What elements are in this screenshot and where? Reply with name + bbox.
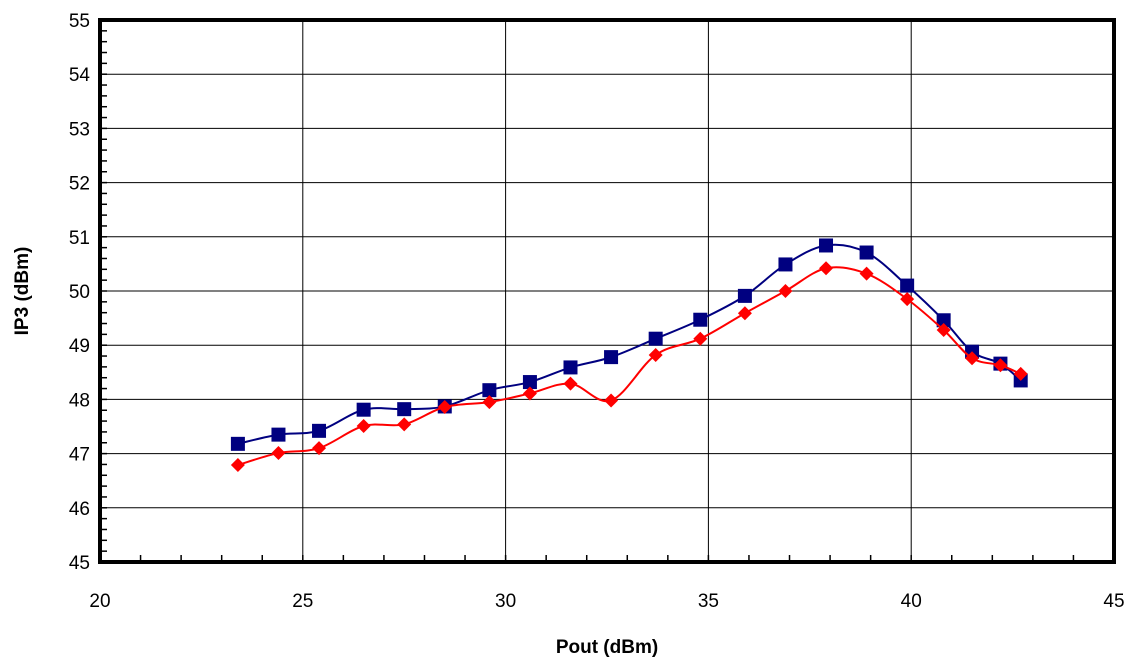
y-tick-label: 53 [69,119,90,140]
x-tick-labels: 20 25 30 35 40 45 [89,591,1124,612]
x-axis-title: Pout (dBm) [556,637,658,658]
data-point-square [604,350,619,365]
data-point-square [312,423,327,438]
data-point-diamond [482,395,497,410]
data-point-square [693,312,708,327]
data-point-square [397,402,412,417]
x-tick-label: 20 [89,591,110,612]
data-point-diamond [397,417,412,432]
y-tick-label: 55 [69,11,90,32]
data-point-diamond [522,386,537,401]
x-tick-label: 35 [698,591,719,612]
plot-frame [98,18,1116,564]
y-tick-label: 45 [69,553,90,574]
data-point-diamond [693,331,708,346]
data-point-square [936,313,951,328]
data-point-diamond [778,284,793,298]
data-point-diamond [563,376,578,391]
x-tick-label: 30 [495,591,516,612]
data-point-diamond [312,441,327,456]
x-tick-label: 45 [1103,591,1124,612]
data-point-square [356,402,371,417]
data-point-diamond [993,358,1008,373]
data-point-square [230,436,245,451]
x-tick-label: 40 [901,591,922,612]
y-tick-label: 54 [69,65,91,86]
y-tick-label: 48 [69,390,90,411]
y-tick-label: 52 [69,174,90,195]
y-tick-label: 47 [69,445,90,466]
data-point-diamond [936,323,951,338]
data-point-square [522,375,537,390]
data-point-square [648,331,663,346]
data-point-square [900,278,915,293]
y-tick-label: 50 [69,282,90,303]
data-point-diamond [437,399,452,414]
y-tick-labels: 45 46 47 48 49 50 51 52 53 54 55 [69,11,91,574]
y-tick-label: 49 [69,336,90,357]
y-tick-label: 46 [69,499,90,520]
data-point-diamond [648,347,663,362]
data-point-square [482,383,497,398]
data-point-diamond [900,292,915,307]
y-tick-label: 51 [69,228,90,249]
series-layer [230,238,1028,472]
data-point-diamond [230,457,245,472]
data-point-square [819,238,834,253]
data-point-square [271,427,286,442]
data-point-diamond [1013,366,1028,381]
series-2 [230,261,1028,472]
data-point-diamond [356,418,371,433]
data-point-square [563,360,578,375]
data-point-square [778,257,793,272]
data-point-diamond [819,261,834,276]
data-point-square [859,245,874,260]
data-point-diamond [271,446,286,461]
data-point-square [737,288,752,303]
data-point-diamond [965,351,980,366]
y-axis-title: IP3 (dBm) [12,247,33,336]
data-point-diamond [604,393,619,408]
data-point-diamond [737,306,752,321]
x-tick-label: 25 [292,591,313,612]
data-point-diamond [859,266,874,281]
